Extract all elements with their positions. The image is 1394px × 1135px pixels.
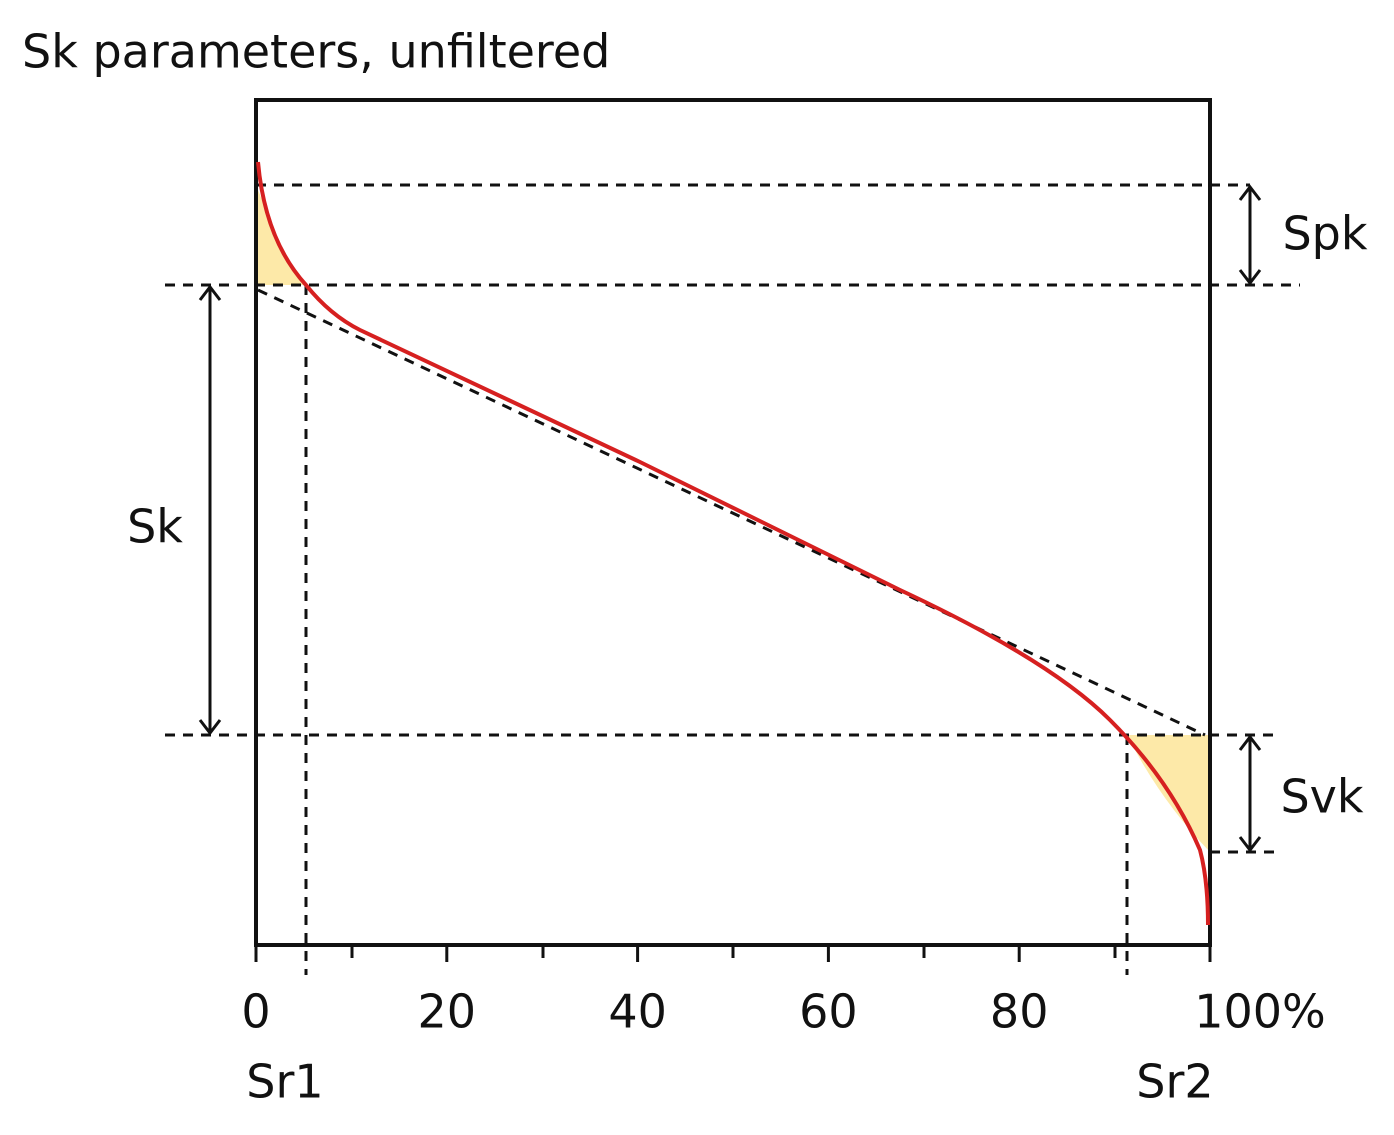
fit-line bbox=[257, 288, 1206, 737]
spk-area bbox=[256, 185, 306, 285]
x-tick-label: 20 bbox=[418, 985, 477, 1039]
sk-label: Sk bbox=[127, 500, 183, 554]
sr2-label: Sr2 bbox=[1136, 1055, 1213, 1109]
x-tick-label: 40 bbox=[608, 985, 667, 1039]
sk-arrow bbox=[198, 284, 222, 736]
svk-arrow bbox=[1238, 734, 1262, 853]
plot-frame bbox=[254, 98, 1212, 947]
x-tick-label: 0 bbox=[241, 985, 270, 1039]
spk-label: Spk bbox=[1282, 207, 1367, 261]
sr1-label: Sr1 bbox=[246, 1055, 323, 1109]
title: Sk parameters, unfiltered bbox=[22, 25, 610, 79]
bearing-curve bbox=[256, 161, 1210, 926]
svk-label: Svk bbox=[1280, 770, 1363, 824]
x-tick-label: 100% bbox=[1194, 985, 1326, 1039]
spk-arrow bbox=[1238, 184, 1262, 286]
x-tick-label: 80 bbox=[990, 985, 1049, 1039]
minor-ticks bbox=[350, 945, 1117, 958]
x-tick-label: 60 bbox=[799, 985, 858, 1039]
